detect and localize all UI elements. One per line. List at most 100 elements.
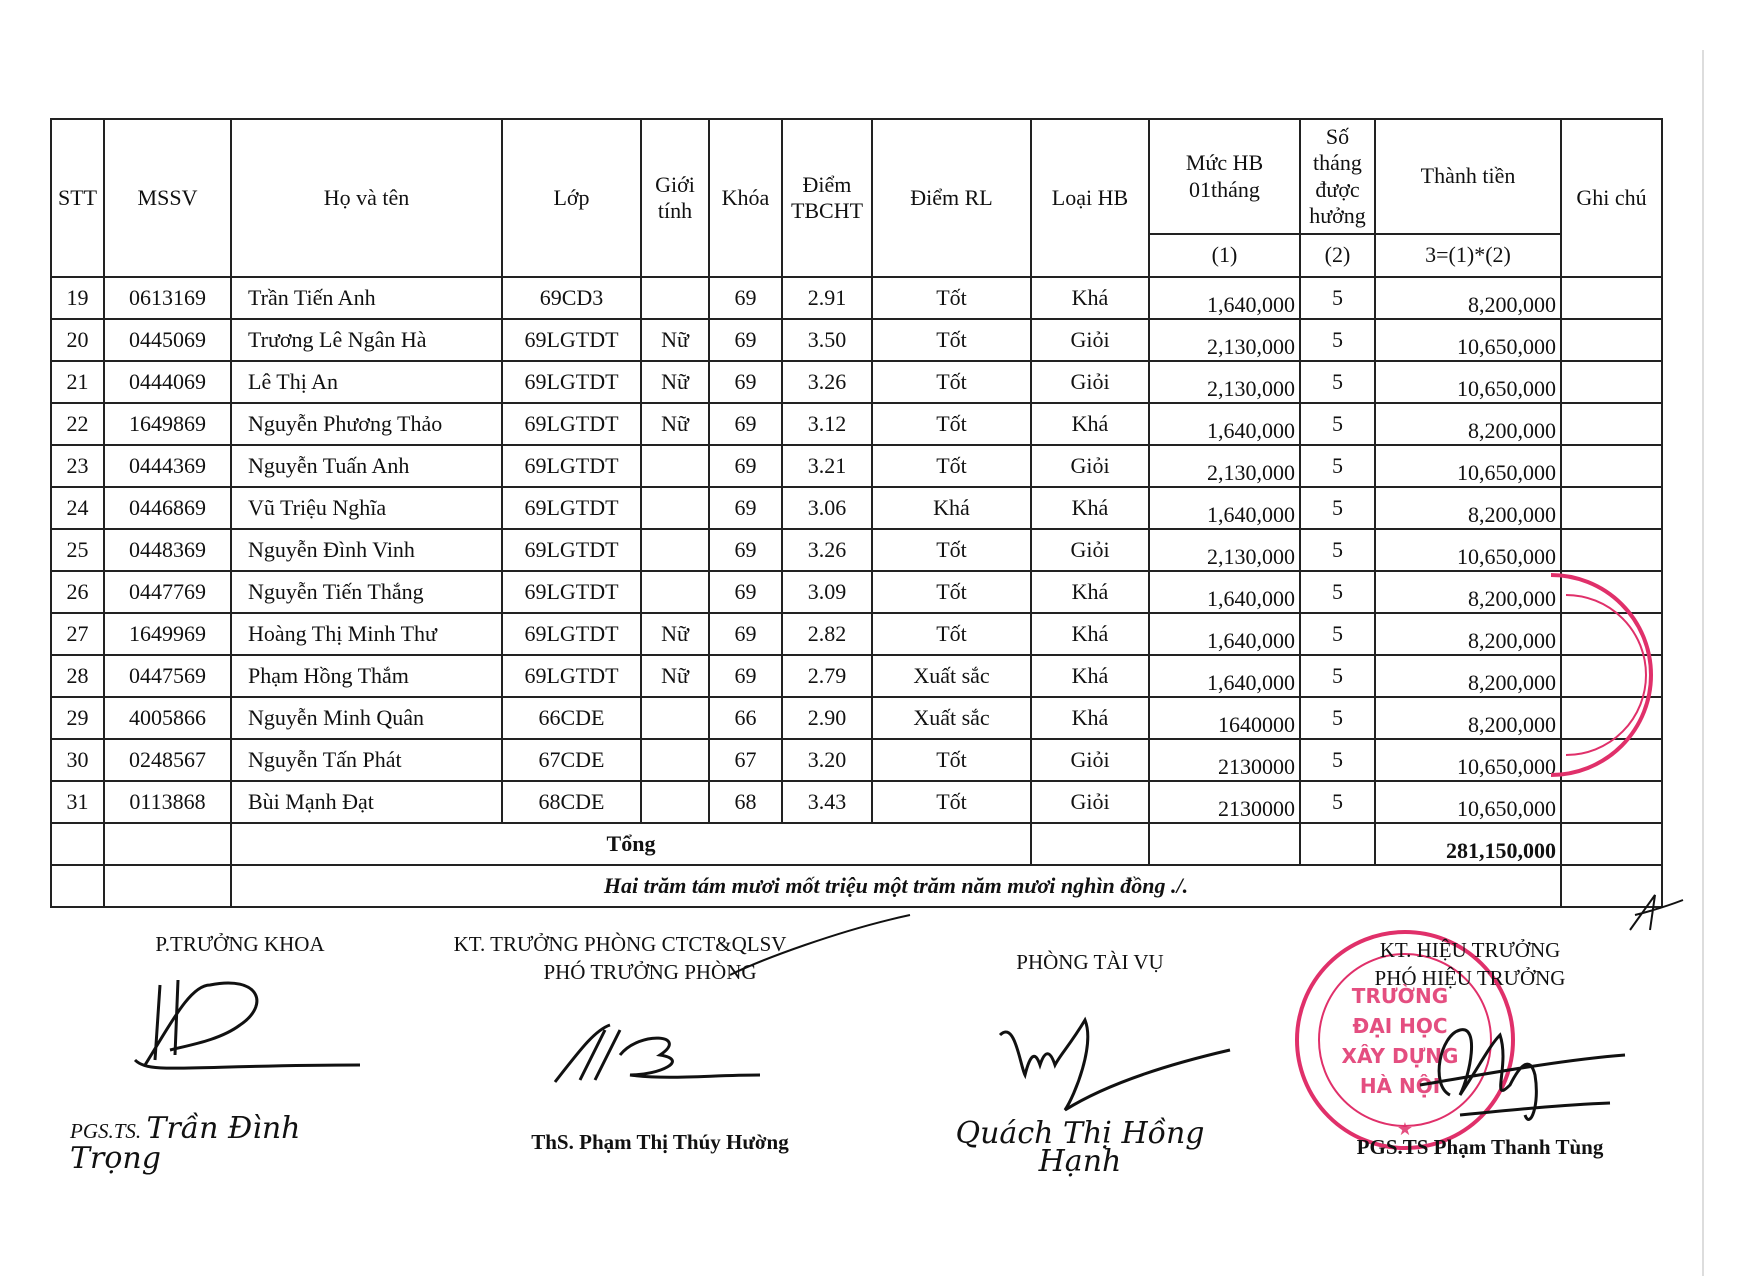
- header-gender: Giới tính: [640, 118, 710, 278]
- table-row: 22 1649869 Nguyễn Phương Thảo 69LGTDT Nữ 69 3.…: [50, 402, 1663, 446]
- cell-gpa: 3.26: [781, 360, 873, 404]
- cell-course: 69: [708, 654, 783, 698]
- cell-amount: 8,200,000: [1374, 654, 1562, 698]
- cell-stt: 21: [50, 360, 105, 404]
- svg-text:ĐẠI HỌC: ĐẠI HỌC: [1352, 1014, 1447, 1038]
- cell-mssv: 0113868: [103, 780, 232, 824]
- cell-name: Nguyễn Tấn Phát: [230, 738, 503, 782]
- cell-amount: 8,200,000: [1374, 486, 1562, 530]
- header-amount: Thành tiền: [1374, 118, 1562, 235]
- total-amount: 281,150,000: [1374, 822, 1562, 866]
- signer-name: Quách Thị Hồng Hạnh: [955, 1116, 1205, 1179]
- cell-gpa: 3.20: [781, 738, 873, 782]
- cell-conduct: Tốt: [871, 360, 1032, 404]
- signer-subtitle: PHÓ HIỆU TRƯỞNG: [1374, 966, 1566, 990]
- signer-subtitle: PHÓ TRƯỞNG PHÒNG: [543, 960, 757, 984]
- cell-conduct: Tốt: [871, 402, 1032, 446]
- scholarship-table: STT MSSV Họ và tên Lớp Giới tính Khóa Đi…: [50, 118, 1663, 908]
- header-type: Loại HB: [1030, 118, 1150, 278]
- cell-gpa: 2.91: [781, 276, 873, 320]
- total-words-row: Hai trăm tám mươi mốt triệu một trăm năm…: [50, 864, 1663, 908]
- table-row: 31 0113868 Bùi Mạnh Đạt 68CDE 68 3.43 Tốt Giỏi 2…: [50, 780, 1663, 824]
- signer-title: P.TRƯỞNG KHOA: [155, 932, 325, 956]
- cell-conduct: Tốt: [871, 318, 1032, 362]
- table-row: 30 0248567 Nguyễn Tấn Phát 67CDE 67 3.20 Tốt Gi…: [50, 738, 1663, 782]
- cell-amount: 8,200,000: [1374, 570, 1562, 614]
- margin-initial-icon: [1629, 894, 1684, 931]
- cell-note: [1560, 444, 1663, 488]
- scan-edge: [1702, 50, 1704, 1276]
- cell-type: Khá: [1030, 696, 1150, 740]
- cell-class: 69LGTDT: [501, 444, 642, 488]
- cell-gender: [640, 444, 710, 488]
- cell-gpa: 2.82: [781, 612, 873, 656]
- cell-monthly: 1,640,000: [1148, 402, 1301, 446]
- cell-conduct: Khá: [871, 486, 1032, 530]
- cell-gender: [640, 486, 710, 530]
- cell-conduct: Xuất sắc: [871, 654, 1032, 698]
- signature-block-student-affairs: KT. TRƯỞNG PHÒNG CTCT&QLSV PHÓ TRƯỞNG PH…: [420, 930, 820, 986]
- cell-conduct: Tốt: [871, 780, 1032, 824]
- total-words: Hai trăm tám mươi mốt triệu một trăm năm…: [230, 864, 1562, 908]
- cell-conduct: Tốt: [871, 570, 1032, 614]
- cell-amount: 8,200,000: [1374, 402, 1562, 446]
- cell-gender: Nữ: [640, 612, 710, 656]
- cell-months: 5: [1299, 738, 1376, 782]
- cell-note: [1560, 318, 1663, 362]
- header-stt: STT: [50, 118, 105, 278]
- cell-stt: 23: [50, 444, 105, 488]
- partial-stamp-icon: [1550, 573, 1653, 777]
- cell-mssv: 1649969: [103, 612, 232, 656]
- svg-text:TRƯỜNG: TRƯỜNG: [1352, 984, 1448, 1008]
- total-label: Tổng: [230, 822, 1032, 866]
- header-name: Họ và tên: [230, 118, 503, 278]
- cell-type: Giỏi: [1030, 360, 1150, 404]
- cell-stt: 26: [50, 570, 105, 614]
- cell-gpa: 3.50: [781, 318, 873, 362]
- cell-course: 68: [708, 780, 783, 824]
- cell-gpa: 2.79: [781, 654, 873, 698]
- cell-months: 5: [1299, 318, 1376, 362]
- signer-title: KT. TRƯỞNG PHÒNG CTCT&QLSV: [453, 932, 787, 956]
- cell-course: 69: [708, 570, 783, 614]
- table-row: 24 0446869 Vũ Triệu Nghĩa 69LGTDT 69 3.06 Khá K…: [50, 486, 1663, 530]
- header-class: Lớp: [501, 118, 642, 278]
- cell-class: 69LGTDT: [501, 318, 642, 362]
- cell-course: 67: [708, 738, 783, 782]
- table-row: 25 0448369 Nguyễn Đình Vinh 69LGTDT 69 3.26 Tố…: [50, 528, 1663, 572]
- cell-monthly: 1,640,000: [1148, 276, 1301, 320]
- cell-amount: 10,650,000: [1374, 444, 1562, 488]
- cell-stt: 24: [50, 486, 105, 530]
- cell-months: 5: [1299, 276, 1376, 320]
- cell-name: Trần Tiến Anh: [230, 276, 503, 320]
- cell-stt: 29: [50, 696, 105, 740]
- cell-note: [1560, 570, 1663, 614]
- cell-monthly: 1640000: [1148, 696, 1301, 740]
- header-monthly-sub: (1): [1148, 233, 1301, 278]
- cell-gpa: 2.90: [781, 696, 873, 740]
- cell-note: [1560, 360, 1663, 404]
- signature-block-finance: PHÒNG TÀI VỤ: [960, 948, 1220, 976]
- cell-note: [1560, 486, 1663, 530]
- signer-prefix: PGS.TS.: [70, 1119, 142, 1143]
- signer-name: ThS. Phạm Thị Thúy Hường: [531, 1130, 789, 1154]
- svg-text:HÀ NỘI: HÀ NỘI: [1360, 1074, 1440, 1098]
- table-row: 27 1649969 Hoàng Thị Minh Thư 69LGTDT Nữ 69 2.…: [50, 612, 1663, 656]
- cell-conduct: Tốt: [871, 612, 1032, 656]
- cell-name: Hoàng Thị Minh Thư: [230, 612, 503, 656]
- cell-gpa: 3.12: [781, 402, 873, 446]
- header-course: Khóa: [708, 118, 783, 278]
- cell-mssv: 0613169: [103, 276, 232, 320]
- cell-type: Khá: [1030, 570, 1150, 614]
- cell-gpa: 3.26: [781, 528, 873, 572]
- cell-note: [1560, 528, 1663, 572]
- cell-class: 69LGTDT: [501, 528, 642, 572]
- cell-name: Vũ Triệu Nghĩa: [230, 486, 503, 530]
- cell-gpa: 3.06: [781, 486, 873, 530]
- cell-name: Nguyễn Tuấn Anh: [230, 444, 503, 488]
- cell-course: 66: [708, 696, 783, 740]
- cell-mssv: 0248567: [103, 738, 232, 782]
- header-gpa: Điểm TBCHT: [781, 118, 873, 278]
- cell-type: Khá: [1030, 276, 1150, 320]
- cell-stt: 31: [50, 780, 105, 824]
